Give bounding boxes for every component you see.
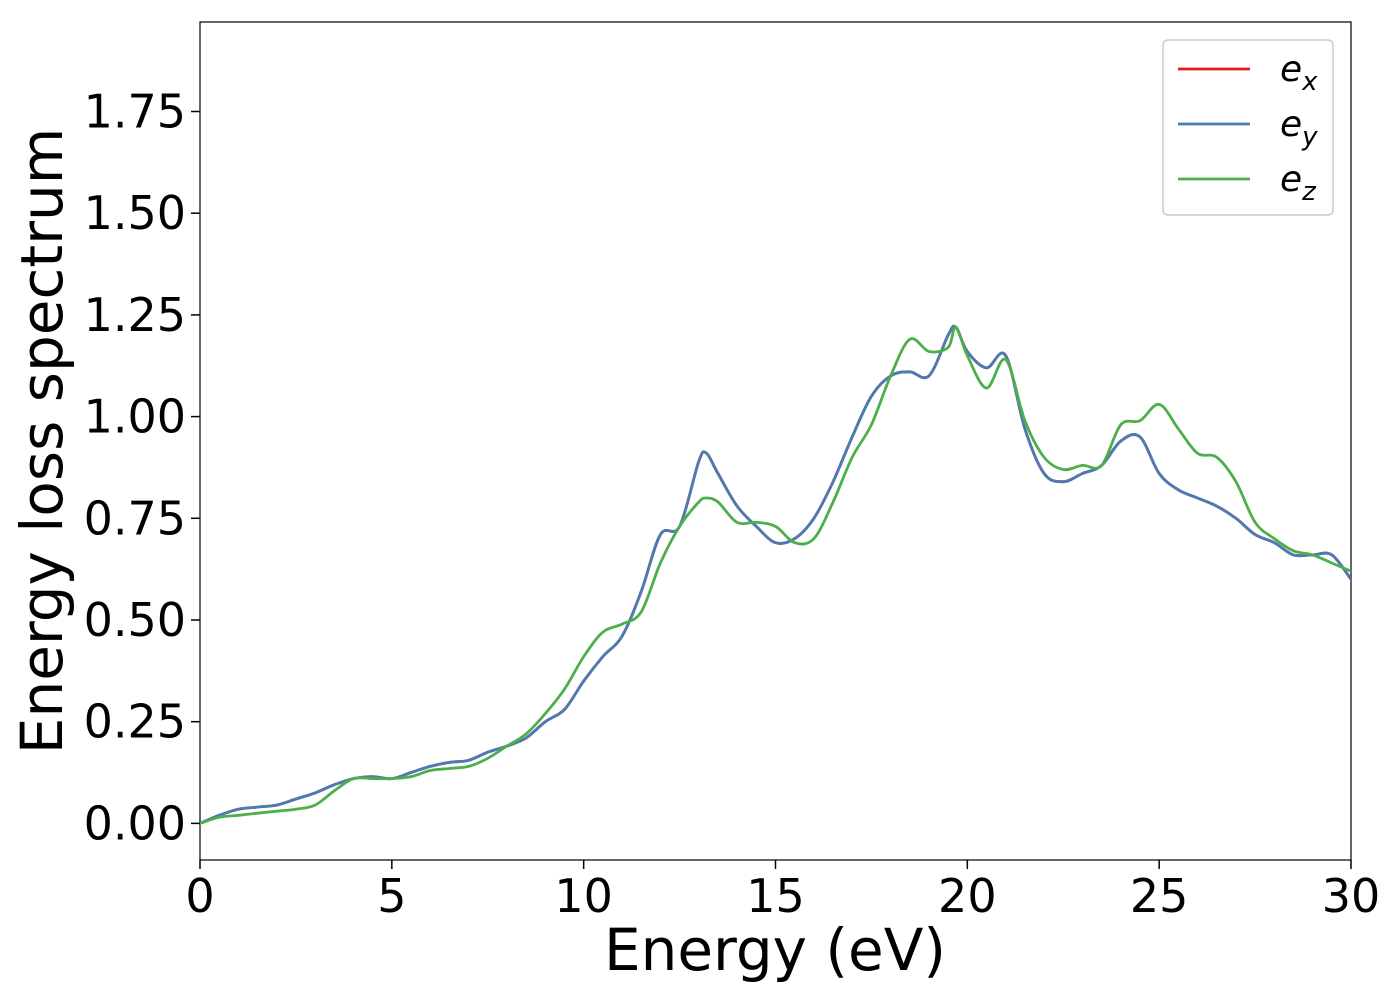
y-tick-label: 0.75 (84, 491, 186, 545)
legend-label: ex (1280, 49, 1318, 97)
y-axis-title: Energy loss spectrum (8, 128, 76, 754)
legend-label-base: e (1280, 159, 1302, 200)
x-tick-label: 10 (554, 869, 613, 923)
x-axis-title: Energy (eV) (604, 916, 946, 984)
legend-label-base: e (1280, 104, 1302, 145)
y-tick-label: 0.25 (84, 695, 186, 749)
series-line-e-z (200, 325, 1351, 825)
y-tick-label: 1.25 (84, 288, 186, 342)
y-tick-label: 1.00 (84, 390, 186, 444)
x-tick-label: 30 (1322, 869, 1381, 923)
plot-area (199, 21, 1352, 861)
legend-box (1162, 39, 1334, 216)
x-tick-label: 20 (938, 869, 997, 923)
legend-label: ey (1280, 104, 1318, 152)
legend-label-base: e (1280, 49, 1302, 90)
legend-label-sub: y (1301, 122, 1318, 152)
y-tick-label: 1.50 (84, 186, 186, 240)
legend-label-sub: z (1301, 177, 1317, 207)
y-axis-ticks: 0.00 0.25 0.50 0.75 1.00 1.25 1.50 1.75 (84, 84, 200, 850)
y-tick-label: 0.50 (84, 593, 186, 647)
x-tick-label: 15 (746, 869, 805, 923)
series-lines (200, 324, 1351, 825)
y-tick-label: 0.00 (84, 796, 186, 850)
x-tick-label: 25 (1130, 869, 1189, 923)
y-tick-label: 1.75 (84, 84, 186, 138)
x-tick-label: 0 (185, 869, 214, 923)
x-axis-ticks: 0 5 10 15 20 25 30 (185, 860, 1380, 923)
legend-label: ez (1280, 159, 1317, 207)
legend-label-sub: x (1301, 67, 1318, 97)
x-tick-label: 5 (377, 869, 406, 923)
